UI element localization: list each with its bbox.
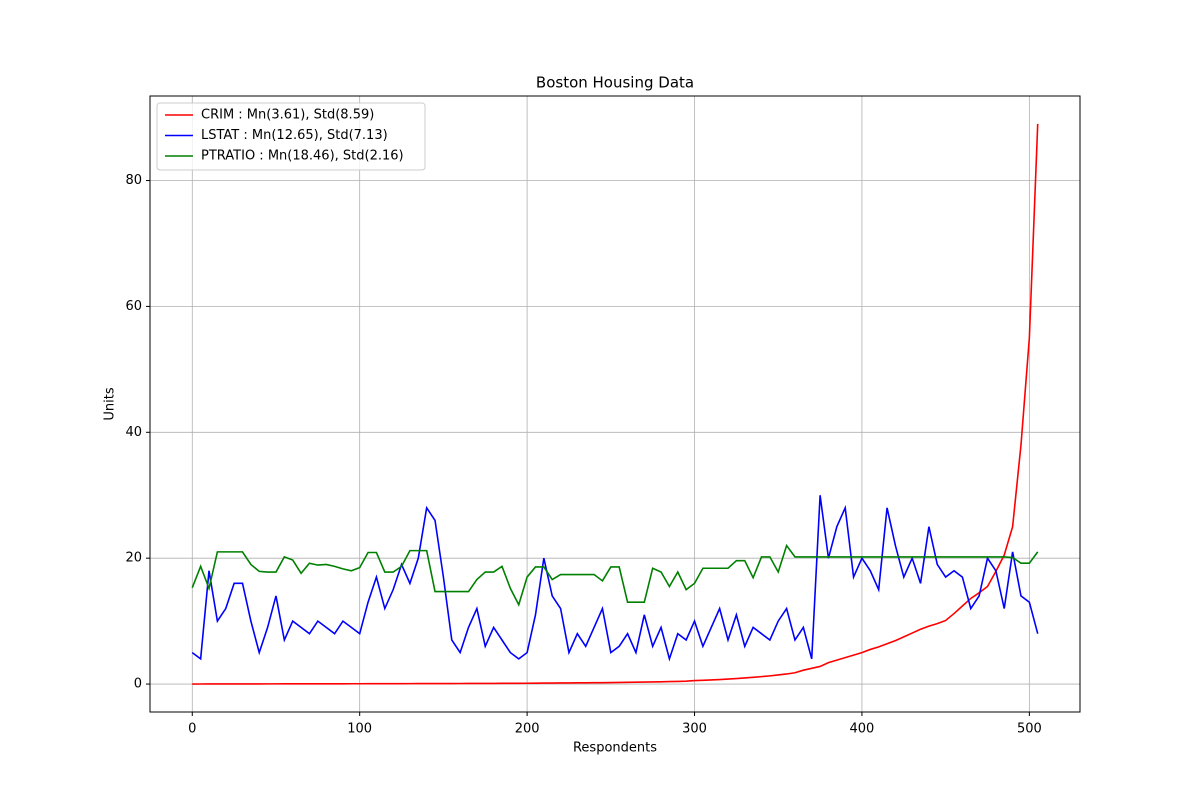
legend-box: [156, 102, 426, 171]
x-tick-label: 100: [347, 722, 372, 737]
data-line: [192, 123, 1039, 685]
legend-label: LSTAT : Mn(12.65), Std(7.13): [201, 128, 388, 143]
x-tick-label: 200: [515, 722, 540, 737]
legend-label: PTRATIO : Mn(18.46), Std(2.16): [201, 149, 404, 164]
y-tick-label: 0: [134, 677, 142, 692]
plot-frame: [149, 95, 1081, 713]
legend-label: CRIM : Mn(3.61), Std(8.59): [201, 108, 374, 123]
y-axis-label: Units: [103, 387, 118, 420]
x-tick-label: 400: [850, 722, 875, 737]
x-axis-label: Respondents: [573, 741, 657, 756]
y-tick-label: 40: [125, 425, 142, 440]
x-tick-label: 0: [188, 722, 196, 737]
y-tick-label: 20: [125, 551, 142, 566]
data-line: [191, 543, 1039, 607]
data-line: [191, 495, 1039, 662]
y-tick-label: 60: [125, 299, 142, 314]
chart-title: Boston Housing Data: [536, 74, 694, 92]
y-tick-label: 80: [125, 173, 142, 188]
x-tick-label: 500: [1017, 722, 1042, 737]
x-tick-label: 300: [682, 722, 707, 737]
